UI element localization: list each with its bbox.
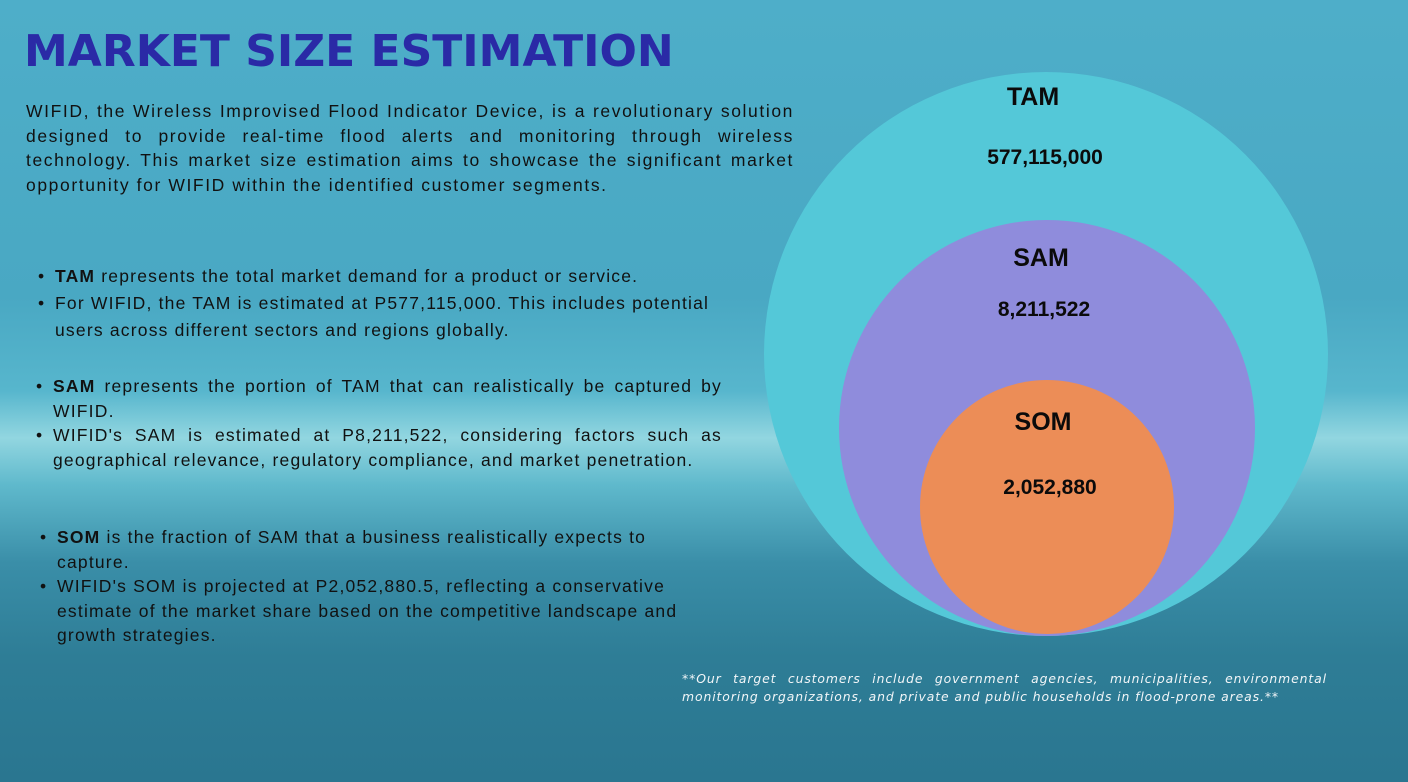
tam-bullet-list: TAM represents the total market demand f…: [38, 264, 738, 344]
som-circle-label: SOM: [1014, 408, 1072, 436]
intro-paragraph: WIFID, the Wireless Improvised Flood Ind…: [26, 101, 794, 195]
sam-term: SAM: [53, 376, 96, 396]
sam-bullet-list: SAM represents the portion of TAM that c…: [36, 374, 722, 472]
sam-circle-label: SAM: [1013, 244, 1069, 272]
tam-circle-value: 577,115,000: [987, 146, 1103, 169]
sam-definition-text: represents the portion of TAM that can r…: [53, 376, 722, 421]
target-customers-footnote: **Our target customers include governmen…: [682, 671, 1327, 704]
tam-detail-text: For WIFID, the TAM is estimated at P577,…: [55, 292, 710, 340]
tam-term: TAM: [55, 266, 96, 286]
sam-detail-item: WIFID's SAM is estimated at P8,211,522, …: [36, 423, 722, 472]
tam-detail-item: For WIFID, the TAM is estimated at P577,…: [38, 290, 738, 344]
som-detail-text: WIFID's SOM is projected at P2,052,880.5…: [57, 576, 678, 646]
tam-definition-item: TAM represents the total market demand f…: [38, 264, 738, 289]
som-circle-value: 2,052,880: [1003, 476, 1097, 499]
tam-circle-label: TAM: [1006, 83, 1060, 111]
tam-definition-text: represents the total market demand for a…: [95, 266, 639, 286]
som-detail-item: WIFID's SOM is projected at P2,052,880.5…: [40, 574, 700, 648]
som-circle: [920, 380, 1174, 634]
page-title: MARKET SIZE ESTIMATION: [24, 26, 674, 77]
som-bullet-list: SOM is the fraction of SAM that a busine…: [40, 525, 700, 648]
som-definition-text: is the fraction of SAM that a business r…: [57, 527, 647, 572]
sam-circle-value: 8,211,522: [997, 298, 1091, 321]
sam-definition-item: SAM represents the portion of TAM that c…: [36, 374, 722, 423]
som-term: SOM: [57, 527, 101, 547]
som-definition-item: SOM is the fraction of SAM that a busine…: [40, 525, 700, 574]
sam-detail-text: WIFID's SAM is estimated at P8,211,522, …: [53, 425, 722, 470]
